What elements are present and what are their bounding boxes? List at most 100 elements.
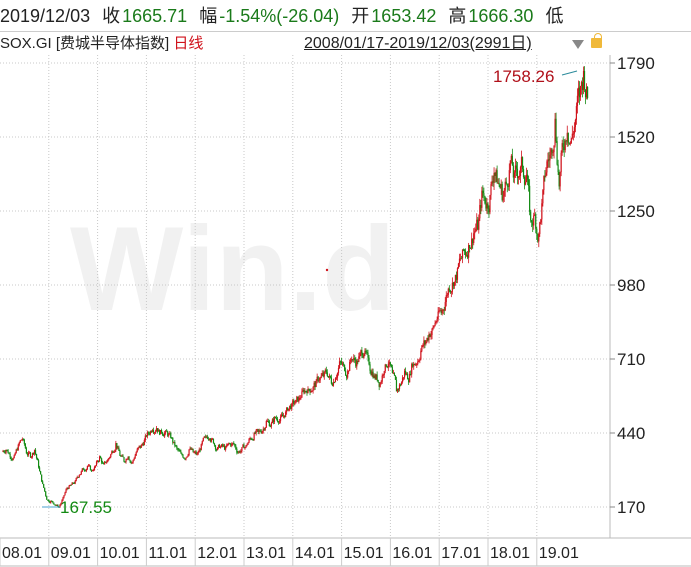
candle-body: [206, 436, 208, 439]
candle-body: [191, 448, 193, 450]
candle-body: [487, 203, 489, 209]
candle-body: [103, 463, 105, 465]
candle-body: [370, 370, 372, 376]
candle-body: [468, 245, 470, 258]
candle-body: [121, 455, 123, 457]
candle-body: [189, 448, 191, 450]
candle-body: [556, 141, 558, 165]
candle-body: [336, 373, 339, 378]
candle-body: [165, 430, 167, 433]
candle-body: [380, 381, 382, 384]
candle-body: [45, 491, 47, 496]
candle-body: [276, 418, 279, 422]
candle-body: [480, 204, 482, 208]
candle-body: [21, 438, 23, 440]
candle-body: [236, 448, 238, 453]
candle-body: [168, 434, 170, 436]
candle-body: [551, 149, 553, 153]
candle-body: [209, 438, 211, 442]
date-range[interactable]: 2008/01/17-2019/12/03(2991日): [304, 35, 532, 52]
candle-body: [329, 375, 331, 378]
candle-body: [502, 196, 504, 201]
candle-body: [271, 419, 274, 424]
candle-body: [495, 170, 497, 176]
x-tick-label: 12.01: [197, 545, 237, 562]
candle-body: [218, 444, 221, 448]
candle-body: [528, 179, 530, 186]
candle-body: [32, 453, 35, 455]
candle-body: [22, 438, 24, 440]
candle-body: [490, 184, 492, 196]
candle-body: [499, 185, 501, 189]
candle-body: [517, 176, 520, 178]
candle-body: [277, 421, 280, 423]
candle-body: [190, 448, 192, 450]
candle-body: [230, 443, 232, 446]
candle-body: [455, 274, 458, 280]
candle-body: [269, 426, 271, 428]
candle-body: [25, 448, 27, 454]
candle-body: [446, 294, 448, 296]
candle-body: [213, 443, 216, 446]
candle-body: [131, 462, 133, 464]
candle-body: [568, 142, 570, 144]
candle-body: [483, 193, 485, 196]
candle-body: [314, 382, 316, 388]
candle-body: [350, 359, 352, 362]
candle-body: [337, 367, 340, 374]
candle-body: [434, 322, 436, 326]
candle-body: [62, 497, 64, 501]
candle-body: [137, 447, 139, 450]
candle-body: [387, 363, 389, 368]
candle-body: [179, 450, 181, 452]
candle-body: [308, 388, 310, 390]
candle-body: [207, 438, 209, 440]
candle-body: [82, 468, 84, 470]
candle-body: [378, 382, 380, 387]
candle-body: [174, 441, 176, 446]
candle-body: [90, 470, 93, 472]
candle-body: [307, 388, 309, 394]
candle-body: [405, 371, 407, 375]
candle-body: [170, 433, 172, 438]
candle-body: [66, 487, 68, 490]
candle-body: [323, 371, 325, 377]
candle-body: [328, 375, 330, 378]
candle-body: [489, 195, 491, 213]
candle-body: [493, 172, 495, 183]
watermark: Win.d: [70, 202, 396, 336]
period-selector[interactable]: 日线: [173, 35, 204, 52]
lock-icon[interactable]: [591, 33, 602, 48]
candle-body: [377, 379, 379, 383]
candle-body: [290, 405, 292, 409]
candle-body: [397, 388, 400, 390]
candle-body: [412, 364, 414, 367]
candle-body: [570, 138, 572, 144]
candle-body: [298, 398, 300, 402]
dropdown-triangle-icon[interactable]: [572, 40, 584, 49]
candle-body: [64, 492, 66, 496]
candle-body: [300, 397, 302, 399]
candle-body: [75, 477, 77, 481]
candle-body: [435, 321, 437, 323]
candle-body: [107, 459, 109, 463]
candle-body: [383, 371, 385, 375]
candle-body: [437, 311, 439, 320]
candle-body: [485, 203, 487, 209]
candle-body: [51, 500, 53, 502]
candle-body: [70, 484, 72, 486]
security-code: SOX.GI [费城半导体指数]: [0, 35, 170, 52]
candle-body: [104, 461, 106, 465]
candle-body: [148, 433, 150, 435]
candle-body: [305, 391, 307, 393]
candle-body: [2, 451, 4, 453]
candle-body: [585, 86, 588, 98]
candle-body: [257, 429, 259, 432]
candle-body: [202, 437, 204, 442]
candle-body: [449, 290, 451, 293]
candle-body: [117, 447, 119, 449]
candle-body: [156, 428, 159, 432]
candle-body: [219, 446, 222, 448]
candle-body: [544, 175, 546, 177]
